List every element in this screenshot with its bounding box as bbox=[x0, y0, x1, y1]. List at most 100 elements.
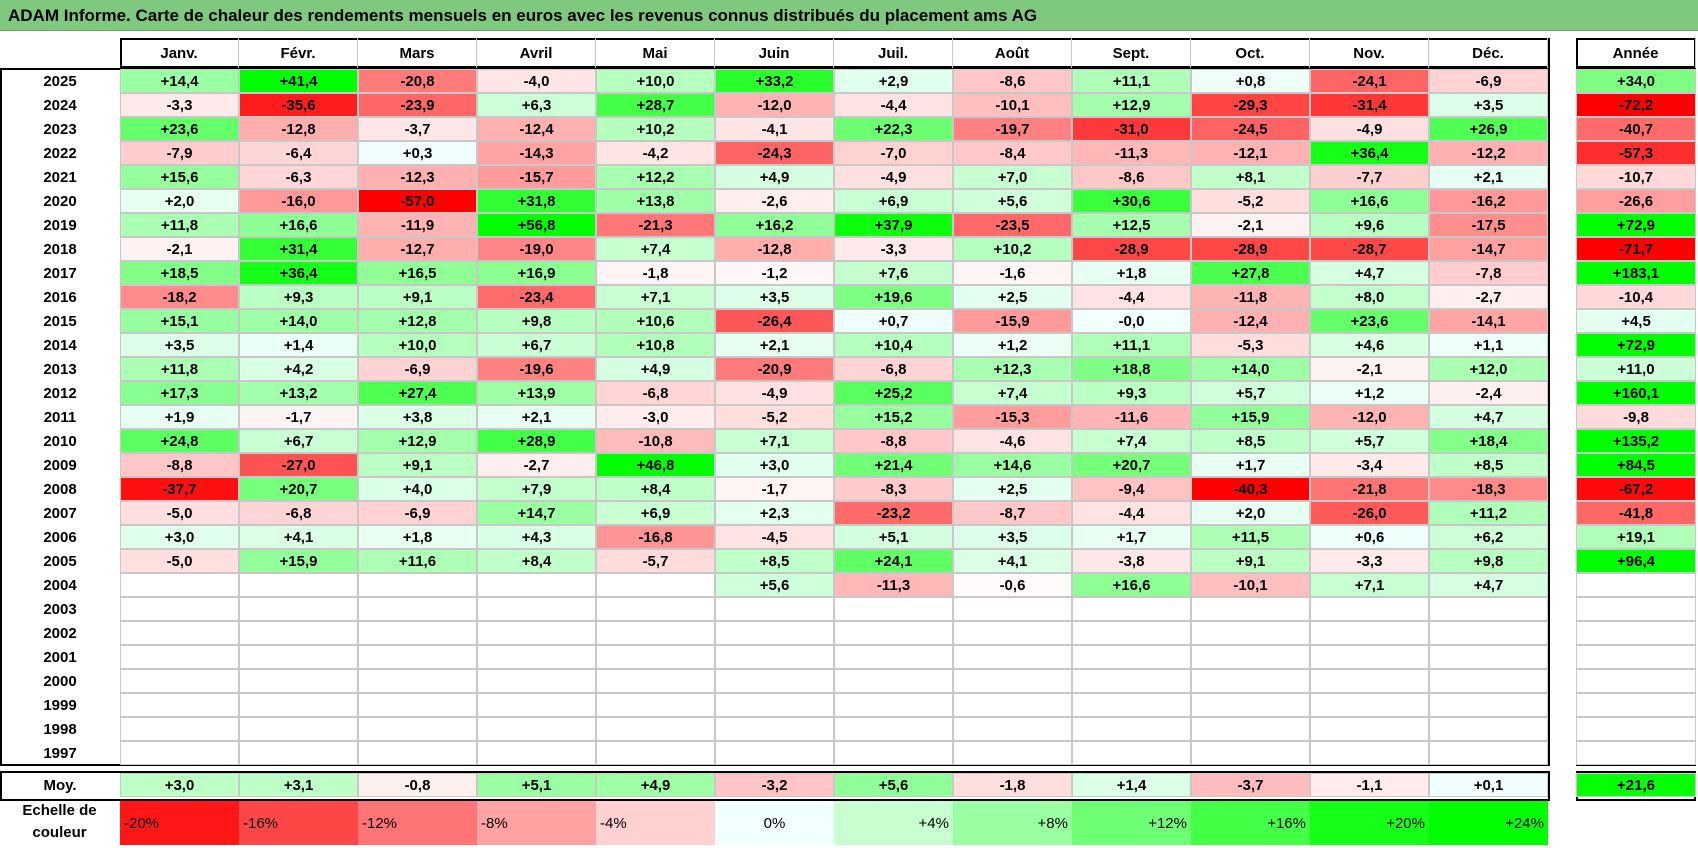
heatmap-cell: -10,8 bbox=[596, 429, 715, 453]
average-cell: +1,4 bbox=[1072, 773, 1191, 797]
annual-cell: -41,8 bbox=[1576, 501, 1696, 525]
heatmap-cell bbox=[239, 741, 358, 765]
heatmap-cell: -2,6 bbox=[715, 189, 834, 213]
annual-cell: +135,2 bbox=[1576, 429, 1696, 453]
heatmap-cell bbox=[834, 621, 953, 645]
heatmap-cell: -16,8 bbox=[596, 525, 715, 549]
heatmap-cell: +23,6 bbox=[1310, 309, 1429, 333]
chart-title: ADAM Informe. Carte de chaleur des rende… bbox=[8, 6, 1038, 25]
heatmap-cell: +12,8 bbox=[358, 309, 477, 333]
heatmap-cell bbox=[596, 597, 715, 621]
heatmap-cell bbox=[477, 741, 596, 765]
column-header: Oct. bbox=[1191, 38, 1310, 68]
year-label: 2016 bbox=[43, 288, 77, 306]
annual-cell: -10,4 bbox=[1576, 285, 1696, 309]
heatmap-cell: -21,8 bbox=[1310, 477, 1429, 501]
color-scale-label: Echelle de couleur bbox=[22, 802, 97, 841]
heatmap-cell: +1,9 bbox=[120, 405, 239, 429]
heatmap-cell: -2,7 bbox=[477, 453, 596, 477]
heatmap-cell bbox=[358, 597, 477, 621]
heatmap-cell: +41,4 bbox=[239, 69, 358, 93]
heatmap-cell: -12,4 bbox=[1191, 309, 1310, 333]
heatmap-cell: -6,8 bbox=[239, 501, 358, 525]
heatmap-cell: +4,7 bbox=[1429, 573, 1548, 597]
heatmap-cell: -14,1 bbox=[1429, 309, 1548, 333]
year-label: 2008 bbox=[43, 480, 77, 498]
heatmap-cell: +1,8 bbox=[358, 525, 477, 549]
heatmap-cell: +2,1 bbox=[477, 405, 596, 429]
heatmap-cell: +8,1 bbox=[1191, 165, 1310, 189]
average-cell: +5,1 bbox=[477, 773, 596, 797]
heatmap-cell: +16,6 bbox=[239, 213, 358, 237]
heatmap-cell: -40,3 bbox=[1191, 477, 1310, 501]
heatmap-cell: -4,1 bbox=[715, 117, 834, 141]
heatmap-cell bbox=[358, 717, 477, 741]
heatmap-cell bbox=[120, 597, 239, 621]
heatmap-cell: +4,1 bbox=[953, 549, 1072, 573]
year-label: 2021 bbox=[43, 168, 77, 186]
annual-cell: -72,2 bbox=[1576, 93, 1696, 117]
heatmap-cell: -7,9 bbox=[120, 141, 239, 165]
heatmap-cell: -15,3 bbox=[953, 405, 1072, 429]
heatmap-cell bbox=[596, 717, 715, 741]
annual-cell bbox=[1576, 621, 1696, 645]
heatmap-cell: +3,0 bbox=[715, 453, 834, 477]
year-label: 1999 bbox=[43, 696, 77, 714]
heatmap-cell: +12,0 bbox=[1429, 357, 1548, 381]
annual-cell: +4,5 bbox=[1576, 309, 1696, 333]
annual-cell: +19,1 bbox=[1576, 525, 1696, 549]
year-label: 2019 bbox=[43, 216, 77, 234]
heatmap-cell bbox=[120, 621, 239, 645]
heatmap-cell: -7,0 bbox=[834, 141, 953, 165]
heatmap-cell: -0,6 bbox=[953, 573, 1072, 597]
heatmap-cell: -17,5 bbox=[1429, 213, 1548, 237]
average-cell: -1,8 bbox=[953, 773, 1072, 797]
annual-cell: -9,8 bbox=[1576, 405, 1696, 429]
average-cell: +3,0 bbox=[120, 773, 239, 797]
heatmap-cell bbox=[1310, 597, 1429, 621]
heatmap-cell: -11,3 bbox=[1072, 141, 1191, 165]
heatmap-cell: +7,1 bbox=[596, 285, 715, 309]
heatmap-cell: +4,6 bbox=[1310, 333, 1429, 357]
heatmap-cell bbox=[715, 597, 834, 621]
annual-cell: -40,7 bbox=[1576, 117, 1696, 141]
heatmap-cell: -1,6 bbox=[953, 261, 1072, 285]
heatmap-cell bbox=[596, 645, 715, 669]
heatmap-cell bbox=[953, 597, 1072, 621]
heatmap-cell bbox=[1191, 717, 1310, 741]
heatmap-cell: -1,7 bbox=[239, 405, 358, 429]
year-label: 2018 bbox=[43, 240, 77, 258]
heatmap-cell: +28,7 bbox=[596, 93, 715, 117]
heatmap-cell: +7,4 bbox=[953, 381, 1072, 405]
heatmap-cell: -28,9 bbox=[1191, 237, 1310, 261]
heatmap-cell: +20,7 bbox=[1072, 453, 1191, 477]
year-label: 2013 bbox=[43, 360, 77, 378]
heatmap-cell bbox=[1429, 717, 1548, 741]
heatmap-cell: +1,2 bbox=[953, 333, 1072, 357]
heatmap-cell bbox=[1072, 741, 1191, 765]
heatmap-cell: -23,4 bbox=[477, 285, 596, 309]
heatmap-cell: -18,2 bbox=[120, 285, 239, 309]
year-label: 2005 bbox=[43, 552, 77, 570]
heatmap-cell: +4,3 bbox=[477, 525, 596, 549]
heatmap-cell: +5,7 bbox=[1191, 381, 1310, 405]
annual-cell bbox=[1576, 597, 1696, 621]
color-scale-swatch: 0% bbox=[715, 801, 834, 845]
heatmap-cell: +8,5 bbox=[1191, 429, 1310, 453]
annual-cell: -67,2 bbox=[1576, 477, 1696, 501]
heatmap-cell: +10,2 bbox=[953, 237, 1072, 261]
annual-cell bbox=[1576, 741, 1696, 765]
heatmap-cell: -20,9 bbox=[715, 357, 834, 381]
heatmap-cell bbox=[358, 645, 477, 669]
heatmap-cell: +11,2 bbox=[1429, 501, 1548, 525]
heatmap-cell: -12,2 bbox=[1429, 141, 1548, 165]
heatmap-cell: -27,0 bbox=[239, 453, 358, 477]
heatmap-cell bbox=[239, 645, 358, 669]
heatmap-cell: +10,8 bbox=[596, 333, 715, 357]
heatmap-cell: +4,0 bbox=[358, 477, 477, 501]
annual-cell: -71,7 bbox=[1576, 237, 1696, 261]
heatmap-cell: +1,8 bbox=[1072, 261, 1191, 285]
heatmap-cell: -12,4 bbox=[477, 117, 596, 141]
heatmap-cell: +6,9 bbox=[834, 189, 953, 213]
color-scale-swatch: -4% bbox=[596, 801, 715, 845]
